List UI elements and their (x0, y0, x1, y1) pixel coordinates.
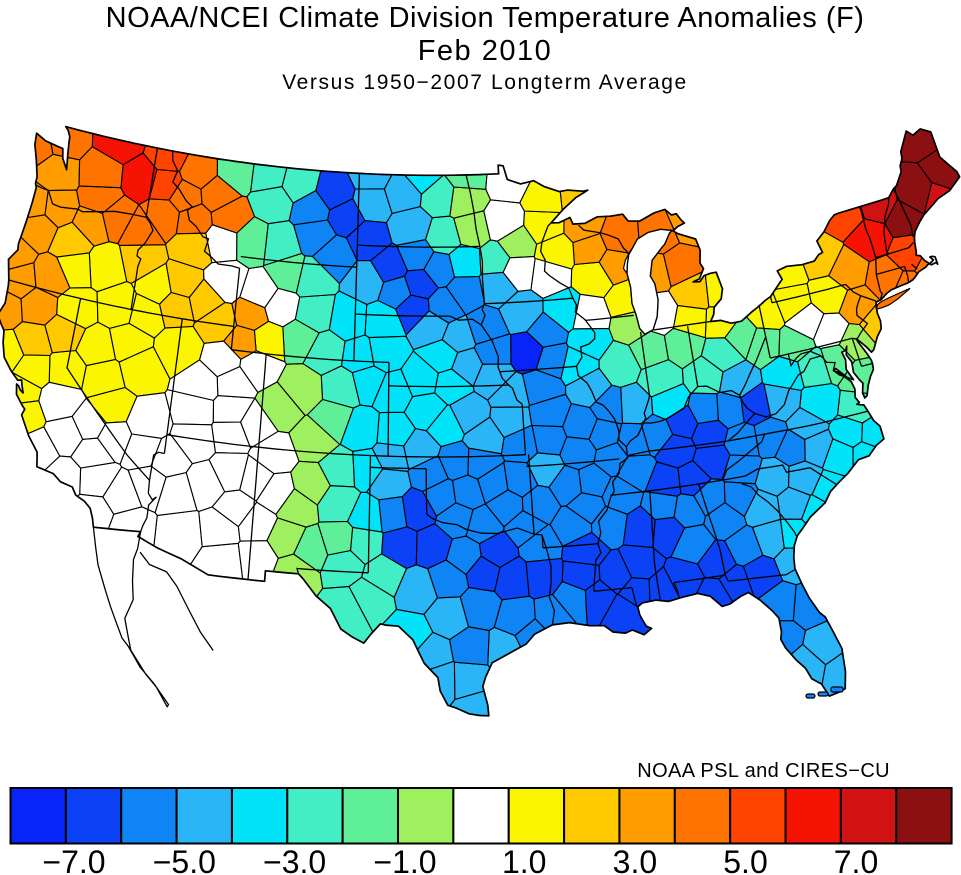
svg-text:Versus 1950−2007 Longterm Aver: Versus 1950−2007 Longterm Average (282, 71, 688, 94)
svg-text:1.0: 1.0 (502, 844, 546, 875)
svg-text:NOAA/NCEI Climate Division Tem: NOAA/NCEI Climate Division Temperature A… (106, 2, 865, 34)
svg-text:7.0: 7.0 (834, 844, 878, 875)
svg-text:5.0: 5.0 (723, 844, 767, 875)
svg-text:NOAA PSL and CIRES−CU: NOAA PSL and CIRES−CU (637, 760, 890, 782)
svg-text:−7.0: −7.0 (42, 844, 105, 875)
svg-text:3.0: 3.0 (613, 844, 657, 875)
svg-text:−5.0: −5.0 (153, 844, 216, 875)
svg-text:−3.0: −3.0 (263, 844, 326, 875)
svg-text:−1.0: −1.0 (373, 844, 436, 875)
svg-text:Feb 2010: Feb 2010 (418, 35, 553, 67)
